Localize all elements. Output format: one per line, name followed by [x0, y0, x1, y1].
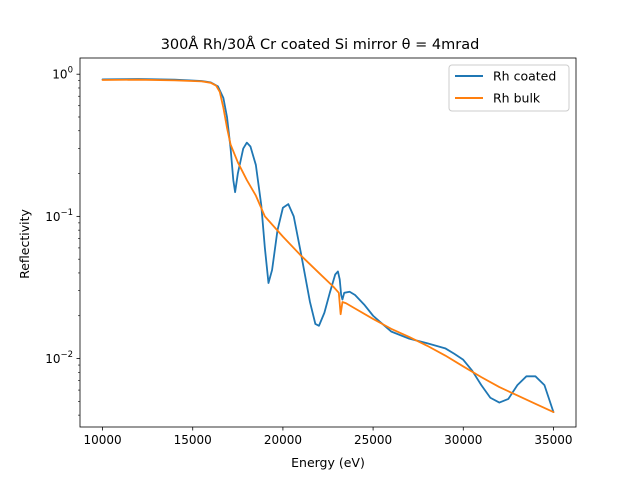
x-tick-label: 25000: [354, 433, 392, 447]
x-axis-label: Energy (eV): [291, 455, 365, 470]
x-tick-label: 15000: [174, 433, 212, 447]
plot-area: [80, 58, 576, 427]
y-axis-ticks: 10−2 10−1 100: [45, 66, 80, 416]
plot-frame: [79, 57, 577, 428]
series-line-rh-bulk: [101, 78, 555, 414]
legend: Rh coated Rh bulk: [448, 64, 570, 112]
chart-title: 300Å Rh/30Å Cr coated Si mirror θ = 4mra…: [161, 36, 480, 53]
series-line-rh-coated: [101, 78, 555, 414]
legend-label-rh-bulk: Rh bulk: [493, 91, 541, 106]
x-tick-label: 35000: [534, 433, 572, 447]
x-tick-label: 10000: [83, 433, 121, 447]
x-tick-label: 20000: [264, 433, 302, 447]
y-tick-label: 10−2: [45, 350, 73, 366]
y-tick-label: 10−1: [45, 208, 73, 224]
y-tick-label: 100: [52, 66, 73, 82]
y-axis-label: Reflectivity: [17, 209, 32, 279]
x-tick-label: 30000: [444, 433, 482, 447]
x-axis-ticks: 10000 15000 20000 25000 30000 35000: [83, 427, 573, 447]
series-layer: [101, 78, 555, 414]
legend-label-rh-coated: Rh coated: [493, 69, 556, 84]
